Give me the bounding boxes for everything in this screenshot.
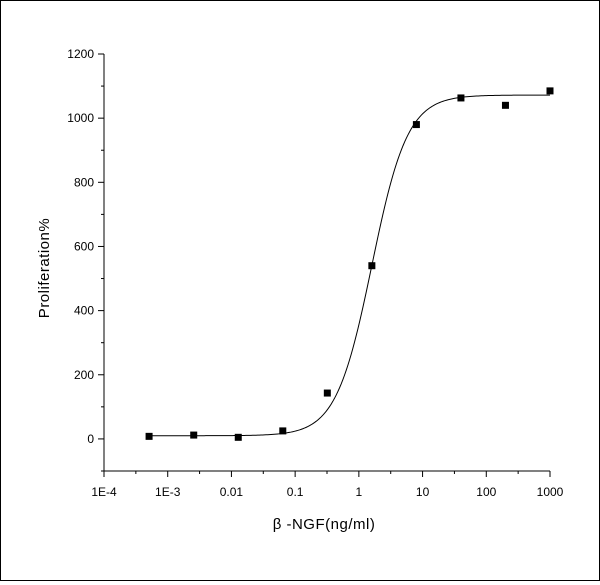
y-tick-label: 400 <box>74 304 94 318</box>
fit-curve <box>149 94 551 437</box>
data-point <box>279 427 287 435</box>
x-tick-label: 1000 <box>537 485 564 499</box>
x-tick-label: 100 <box>476 485 496 499</box>
data-point <box>368 262 376 270</box>
x-tick-label: 0.1 <box>287 485 304 499</box>
y-tick-label: 0 <box>87 432 94 446</box>
data-point <box>412 121 420 129</box>
y-axis-title: Proliferation% <box>36 218 53 318</box>
y-tick-label: 1200 <box>67 47 94 61</box>
y-tick-label: 1000 <box>67 111 94 125</box>
x-tick-label: 10 <box>416 485 430 499</box>
y-tick-label: 600 <box>74 239 94 253</box>
x-tick-label: 1 <box>356 485 363 499</box>
x-axis-ticks: 1E-4 1E-3 0.01 0.1 1 10 100 1000 <box>91 471 564 499</box>
x-tick-label: 1E-4 <box>91 485 117 499</box>
x-tick-label: 0.01 <box>220 485 244 499</box>
y-tick-label: 200 <box>74 368 94 382</box>
data-point <box>546 87 554 95</box>
y-tick-label: 800 <box>74 175 94 189</box>
data-point <box>145 432 153 440</box>
x-tick-label: 1E-3 <box>155 485 181 499</box>
data-points-layer <box>145 87 554 441</box>
data-point <box>457 94 465 102</box>
fit-curve-layer <box>149 94 551 437</box>
data-point <box>501 101 509 109</box>
data-point <box>190 431 198 439</box>
axes <box>103 54 550 472</box>
x-axis-title: β -NGF(ng/ml) <box>273 516 376 533</box>
data-point <box>234 433 242 441</box>
data-point <box>323 389 331 397</box>
y-axis-ticks: 0 200 400 600 800 1000 1200 <box>67 47 104 472</box>
